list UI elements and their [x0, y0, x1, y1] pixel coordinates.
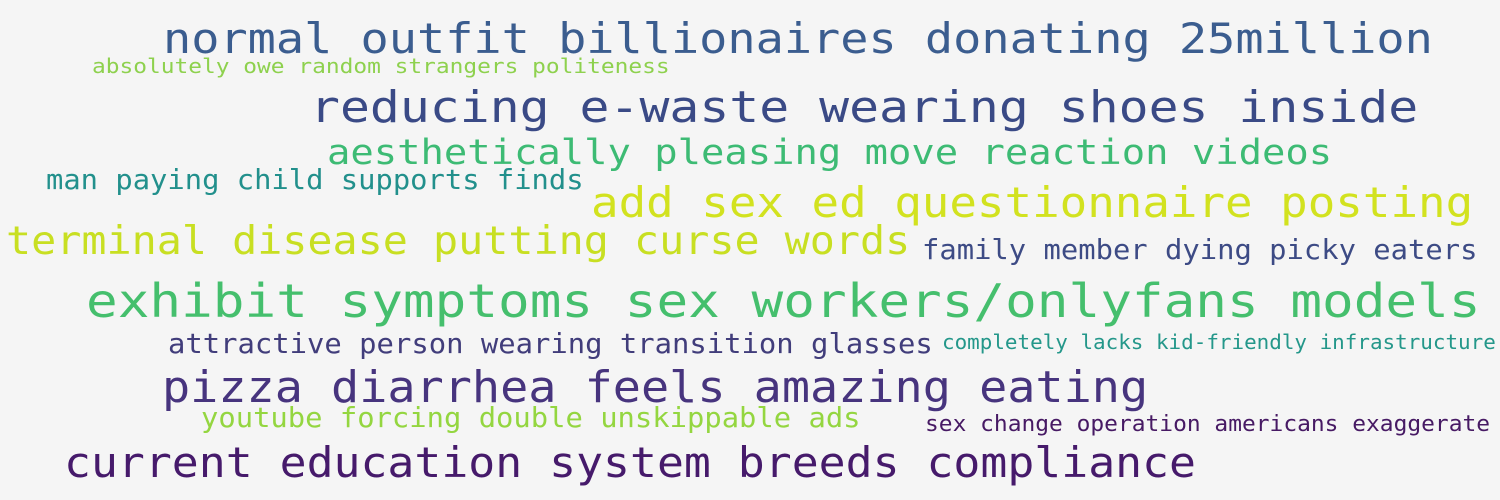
phrase-normal-outfit: normal outfit billionaires donating 25mi…	[163, 14, 1433, 63]
phrase-add-sex-ed: add sex ed questionnaire posting	[591, 178, 1474, 227]
phrase-pizza-diarrhea: pizza diarrhea feels amazing eating	[162, 362, 1149, 413]
phrase-aesthetically-pleasing: aesthetically pleasing move reaction vid…	[327, 133, 1333, 173]
phrase-man-paying: man paying child supports finds	[46, 163, 584, 196]
phrase-current-education: current education system breeds complian…	[64, 438, 1197, 487]
phrase-youtube-forcing: youtube forcing double unskippable ads	[201, 401, 861, 434]
phrase-reducing-e-waste: reducing e-waste wearing shoes inside	[310, 82, 1419, 133]
phrase-absolutely-owe: absolutely owe random strangers politene…	[92, 54, 670, 78]
phrase-completely-lacks: completely lacks kid-friendly infrastruc…	[942, 330, 1496, 354]
phrase-attractive-person: attractive person wearing transition gla…	[168, 327, 933, 360]
phrase-sex-change: sex change operation americans exaggerat…	[925, 412, 1491, 437]
phrase-terminal-disease: terminal disease putting curse words	[6, 219, 911, 264]
phrase-exhibit-symptoms: exhibit symptoms sex workers/onlyfans mo…	[86, 274, 1481, 328]
phrase-family-member: family member dying picky eaters	[922, 233, 1478, 266]
